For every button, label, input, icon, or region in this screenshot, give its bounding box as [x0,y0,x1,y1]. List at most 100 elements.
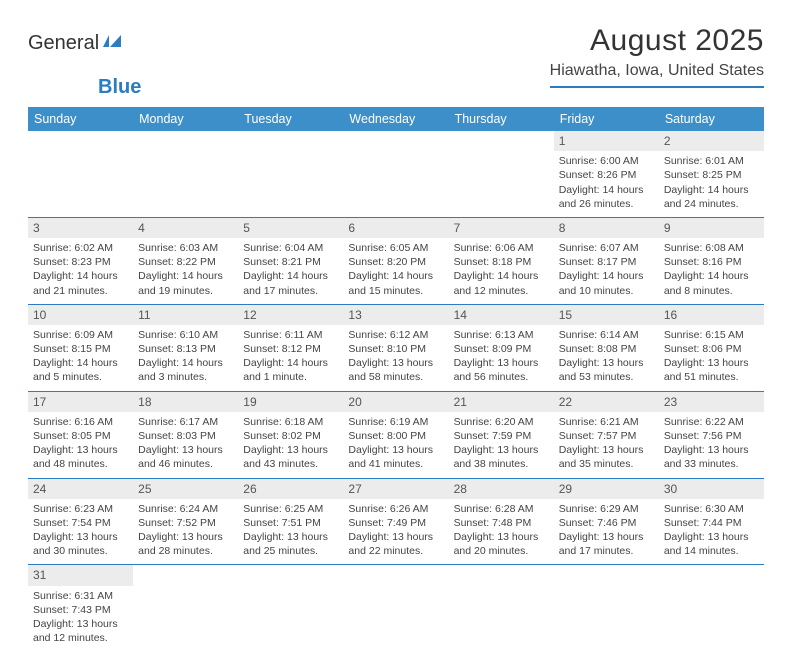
daylight-text: Daylight: 13 hours [33,443,128,457]
daylight-text: Daylight: 14 hours [243,269,338,283]
calendar-cell: 2Sunrise: 6:01 AMSunset: 8:25 PMDaylight… [659,131,764,217]
calendar-cell [238,565,343,651]
day-number: 4 [133,218,238,238]
daylight-text: and 48 minutes. [33,457,128,471]
sunset-text: Sunset: 8:16 PM [664,255,759,269]
sunrise-text: Sunrise: 6:21 AM [559,415,654,429]
daylight-text: and 10 minutes. [559,284,654,298]
calendar-cell: 8Sunrise: 6:07 AMSunset: 8:17 PMDaylight… [554,217,659,304]
daylight-text: and 25 minutes. [243,544,338,558]
calendar-cell: 21Sunrise: 6:20 AMSunset: 7:59 PMDayligh… [449,391,554,478]
sunset-text: Sunset: 8:00 PM [348,429,443,443]
sunrise-text: Sunrise: 6:19 AM [348,415,443,429]
daylight-text: Daylight: 13 hours [664,443,759,457]
weekday-header: Sunday [28,107,133,131]
daylight-text: and 15 minutes. [348,284,443,298]
daylight-text: Daylight: 13 hours [243,530,338,544]
sunset-text: Sunset: 7:43 PM [33,603,128,617]
day-number: 11 [133,305,238,325]
sunset-text: Sunset: 8:12 PM [243,342,338,356]
sunrise-text: Sunrise: 6:11 AM [243,328,338,342]
calendar-row: 3Sunrise: 6:02 AMSunset: 8:23 PMDaylight… [28,217,764,304]
daylight-text: and 28 minutes. [138,544,233,558]
sunrise-text: Sunrise: 6:15 AM [664,328,759,342]
page-title: August 2025 [550,24,764,58]
day-number: 23 [659,392,764,412]
day-number: 27 [343,479,448,499]
sunset-text: Sunset: 8:05 PM [33,429,128,443]
weekday-header: Saturday [659,107,764,131]
calendar-cell: 10Sunrise: 6:09 AMSunset: 8:15 PMDayligh… [28,304,133,391]
daylight-text: Daylight: 13 hours [138,530,233,544]
sunset-text: Sunset: 8:13 PM [138,342,233,356]
sunset-text: Sunset: 8:17 PM [559,255,654,269]
daylight-text: Daylight: 13 hours [348,530,443,544]
calendar-cell: 30Sunrise: 6:30 AMSunset: 7:44 PMDayligh… [659,478,764,565]
weekday-header: Wednesday [343,107,448,131]
weekday-header: Thursday [449,107,554,131]
daylight-text: Daylight: 14 hours [454,269,549,283]
day-number: 9 [659,218,764,238]
calendar-cell: 12Sunrise: 6:11 AMSunset: 8:12 PMDayligh… [238,304,343,391]
daylight-text: and 38 minutes. [454,457,549,471]
calendar-cell: 17Sunrise: 6:16 AMSunset: 8:05 PMDayligh… [28,391,133,478]
calendar-cell [133,565,238,651]
day-number: 2 [659,131,764,151]
daylight-text: Daylight: 13 hours [559,530,654,544]
daylight-text: and 51 minutes. [664,370,759,384]
sunset-text: Sunset: 7:57 PM [559,429,654,443]
calendar-cell: 7Sunrise: 6:06 AMSunset: 8:18 PMDaylight… [449,217,554,304]
daylight-text: Daylight: 13 hours [348,443,443,457]
sunrise-text: Sunrise: 6:07 AM [559,241,654,255]
sunrise-text: Sunrise: 6:00 AM [559,154,654,168]
daylight-text: and 8 minutes. [664,284,759,298]
day-number: 21 [449,392,554,412]
sunset-text: Sunset: 8:25 PM [664,168,759,182]
sunset-text: Sunset: 8:15 PM [33,342,128,356]
sunrise-text: Sunrise: 6:18 AM [243,415,338,429]
calendar-cell [238,131,343,217]
calendar-cell: 31Sunrise: 6:31 AMSunset: 7:43 PMDayligh… [28,565,133,651]
sunset-text: Sunset: 8:21 PM [243,255,338,269]
calendar-cell: 28Sunrise: 6:28 AMSunset: 7:48 PMDayligh… [449,478,554,565]
calendar-row: 31Sunrise: 6:31 AMSunset: 7:43 PMDayligh… [28,565,764,651]
day-number: 15 [554,305,659,325]
day-number: 29 [554,479,659,499]
daylight-text: Daylight: 14 hours [243,356,338,370]
calendar-cell [28,131,133,217]
daylight-text: Daylight: 14 hours [138,356,233,370]
daylight-text: Daylight: 13 hours [559,356,654,370]
daylight-text: Daylight: 13 hours [454,356,549,370]
calendar-cell: 13Sunrise: 6:12 AMSunset: 8:10 PMDayligh… [343,304,448,391]
daylight-text: Daylight: 14 hours [33,269,128,283]
calendar-cell: 9Sunrise: 6:08 AMSunset: 8:16 PMDaylight… [659,217,764,304]
sunset-text: Sunset: 7:51 PM [243,516,338,530]
sunrise-text: Sunrise: 6:25 AM [243,502,338,516]
calendar-cell [343,565,448,651]
daylight-text: Daylight: 14 hours [559,269,654,283]
sunrise-text: Sunrise: 6:05 AM [348,241,443,255]
sunrise-text: Sunrise: 6:31 AM [33,589,128,603]
daylight-text: Daylight: 13 hours [454,530,549,544]
sunrise-text: Sunrise: 6:01 AM [664,154,759,168]
daylight-text: and 43 minutes. [243,457,338,471]
sunset-text: Sunset: 8:26 PM [559,168,654,182]
calendar-table: Sunday Monday Tuesday Wednesday Thursday… [28,107,764,651]
daylight-text: and 35 minutes. [559,457,654,471]
calendar-cell: 6Sunrise: 6:05 AMSunset: 8:20 PMDaylight… [343,217,448,304]
daylight-text: and 46 minutes. [138,457,233,471]
day-number: 28 [449,479,554,499]
calendar-cell [133,131,238,217]
day-number: 7 [449,218,554,238]
sunrise-text: Sunrise: 6:23 AM [33,502,128,516]
daylight-text: and 20 minutes. [454,544,549,558]
daylight-text: and 41 minutes. [348,457,443,471]
daylight-text: and 53 minutes. [559,370,654,384]
weekday-header: Monday [133,107,238,131]
calendar-cell: 20Sunrise: 6:19 AMSunset: 8:00 PMDayligh… [343,391,448,478]
sunset-text: Sunset: 7:48 PM [454,516,549,530]
calendar-row: 17Sunrise: 6:16 AMSunset: 8:05 PMDayligh… [28,391,764,478]
daylight-text: and 30 minutes. [33,544,128,558]
day-number: 26 [238,479,343,499]
weekday-header: Tuesday [238,107,343,131]
